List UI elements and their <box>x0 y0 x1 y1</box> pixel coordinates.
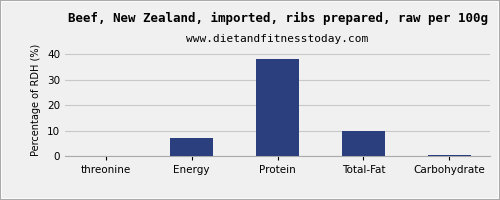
Bar <box>170 138 213 156</box>
Bar <box>428 155 470 156</box>
Text: www.dietandfitnesstoday.com: www.dietandfitnesstoday.com <box>186 34 368 44</box>
Text: Beef, New Zealand, imported, ribs prepared, raw per 100g: Beef, New Zealand, imported, ribs prepar… <box>68 12 488 25</box>
Y-axis label: Percentage of RDH (%): Percentage of RDH (%) <box>32 44 42 156</box>
Bar <box>342 131 385 156</box>
Bar <box>256 59 299 156</box>
